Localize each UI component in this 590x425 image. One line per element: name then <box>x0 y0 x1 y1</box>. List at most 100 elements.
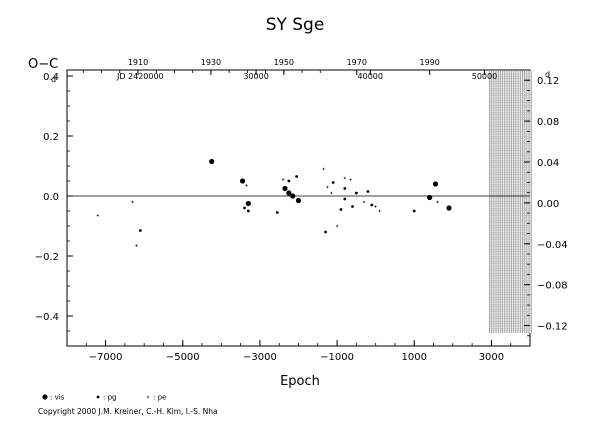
pg-point <box>412 209 416 213</box>
pe-point <box>362 200 366 204</box>
pe-point <box>322 167 325 171</box>
x-tick-label: 3000 <box>479 352 504 363</box>
pg-point-dot <box>339 208 343 211</box>
pg-point-dot <box>96 395 100 399</box>
y-axis-title: O−C <box>28 57 58 72</box>
data-points <box>96 158 452 247</box>
jd-prefix-label: JD 2420000 <box>116 72 164 81</box>
y-tick-label: −0.2 <box>35 252 59 263</box>
right-tick-label: −0.04 <box>537 240 568 251</box>
pg-point <box>295 175 298 178</box>
pg-point-dot <box>331 181 335 184</box>
jd-tick-label: 50000 <box>472 72 497 81</box>
chart-title: SY Sge <box>266 15 325 35</box>
pe-point <box>335 224 339 228</box>
pe-point <box>281 178 285 181</box>
x-tick-label: −1000 <box>320 352 354 363</box>
pe-point <box>131 200 134 204</box>
pg-point <box>138 229 142 232</box>
copyright-text: Copyright 2000 J.M. Kreiner, C.-H. Kim, … <box>38 407 218 416</box>
pe-point <box>349 178 352 181</box>
vis-point <box>239 178 246 184</box>
x-axis-ticks: −7000 −5000 −3000 −1000 1000 3000 <box>85 340 512 363</box>
pg-point-dot <box>343 197 347 201</box>
x-axis-title: Epoch <box>280 374 320 389</box>
pg-point <box>331 181 335 184</box>
x-tick-label: −5000 <box>166 352 200 363</box>
pg-point <box>339 208 343 211</box>
y-axis-ticks: −0.4 −0.2 0.0 0.2 0.4 <box>35 72 73 332</box>
pe-point <box>326 185 329 189</box>
pe-point <box>378 209 381 213</box>
pe-point <box>135 244 138 247</box>
pg-point-dot <box>343 187 347 190</box>
pe-point <box>374 205 377 208</box>
jd-tick-label: 30000 <box>243 72 268 81</box>
pg-point-dot <box>366 190 370 193</box>
pg-point <box>275 211 279 214</box>
vis-point <box>295 197 302 204</box>
vis-point <box>432 181 439 187</box>
y-axis-unit-superscript: d <box>51 75 56 84</box>
pe-point <box>330 191 333 195</box>
top-year-label: 1990 <box>420 58 440 67</box>
legend: : vis : pg : pe <box>42 394 166 402</box>
pg-point <box>96 395 100 399</box>
y-tick-label: 0.4 <box>43 72 59 83</box>
right-tick-label: 0.12 <box>537 76 559 87</box>
pg-point-dot <box>351 205 354 208</box>
top-year-label: 1910 <box>128 58 148 67</box>
right-tick-label: 0.08 <box>537 117 559 128</box>
top-year-label: 1950 <box>274 58 294 67</box>
right-axis-ticks: −0.12 −0.08 −0.04 0.00 0.04 0.08 0.12 <box>524 76 568 337</box>
vis-point <box>446 205 452 211</box>
pg-point <box>351 205 354 208</box>
vis-point <box>282 185 288 192</box>
future-epoch-band <box>489 71 532 333</box>
pg-point <box>354 191 358 195</box>
pg-point-dot <box>324 230 327 234</box>
vis-point <box>209 158 215 165</box>
y-tick-label: −0.4 <box>35 312 59 323</box>
pg-point-dot <box>295 175 298 178</box>
top-axis-ticks: 1910 1930 1950 1970 1990 JD 2420000 30000 40000… <box>82 58 497 81</box>
pg-point-dot <box>246 209 250 213</box>
right-tick-label: −0.12 <box>537 322 568 333</box>
y-tick-label: 0.0 <box>43 192 59 203</box>
pg-point-dot <box>138 229 142 232</box>
pe-point <box>146 395 150 399</box>
pg-point <box>343 197 347 201</box>
top-year-label: 1930 <box>201 58 221 67</box>
legend-label: : vis <box>50 394 65 402</box>
top-year-label: 1970 <box>347 58 367 67</box>
pg-point-dot <box>275 211 279 214</box>
pg-point <box>246 209 250 213</box>
x-tick-label: 1000 <box>402 352 427 363</box>
vis-point <box>290 193 296 199</box>
pg-point-dot <box>412 209 416 213</box>
pg-point-dot <box>370 203 374 207</box>
pg-point-dot <box>287 179 291 183</box>
pe-point <box>343 176 346 180</box>
x-tick-label: −7000 <box>89 352 123 363</box>
pg-point <box>366 190 370 193</box>
pg-point <box>243 206 246 210</box>
vis-point <box>42 394 48 400</box>
right-axis-unit-superscript: d <box>545 70 550 79</box>
legend-label: : pg <box>103 394 116 402</box>
vis-point <box>427 194 433 201</box>
right-tick-label: 0.00 <box>537 199 559 210</box>
right-tick-label: 0.04 <box>537 158 559 169</box>
pg-point <box>370 203 374 207</box>
y-tick-label: 0.2 <box>43 132 59 143</box>
pg-point <box>324 230 327 234</box>
pg-point <box>343 187 347 190</box>
pg-point-dot <box>354 191 358 195</box>
jd-tick-label: 40000 <box>358 72 383 81</box>
right-tick-label: −0.08 <box>537 281 568 292</box>
pe-point <box>96 214 100 217</box>
x-tick-label: −3000 <box>243 352 277 363</box>
vis-point <box>286 190 292 196</box>
legend-label: : pe <box>153 394 166 402</box>
